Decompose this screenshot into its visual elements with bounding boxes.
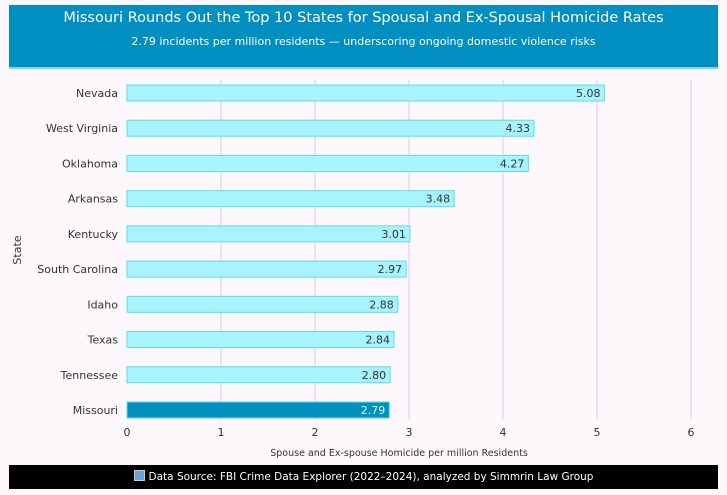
bar-chart-icon <box>133 470 145 481</box>
x-tick-label: 2 <box>312 426 319 439</box>
bar <box>126 225 411 243</box>
x-tick-label: 5 <box>594 426 601 439</box>
y-tick-label: Texas <box>87 334 119 347</box>
data-label: 4.27 <box>500 157 525 170</box>
bar <box>126 84 606 102</box>
data-label: 3.01 <box>381 228 406 241</box>
bar <box>126 154 529 172</box>
y-tick-label: Tennessee <box>60 369 119 382</box>
bar <box>126 401 390 419</box>
y-tick-label: Nevada <box>76 87 118 100</box>
footer-source: Data Source: FBI Crime Data Explorer (20… <box>148 471 594 483</box>
y-tick-label: West Virginia <box>46 122 118 135</box>
chart-title: Missouri Rounds Out the Top 10 States fo… <box>63 10 664 26</box>
bar <box>126 331 395 349</box>
bar <box>126 119 535 137</box>
data-label: 3.48 <box>426 193 451 206</box>
y-tick-label: Missouri <box>73 404 118 417</box>
y-tick-label: Kentucky <box>68 228 119 241</box>
chart-header: Missouri Rounds Out the Top 10 States fo… <box>9 5 718 69</box>
x-tick-label: 1 <box>218 426 225 439</box>
data-label: 4.33 <box>506 122 531 135</box>
y-axis-label: State <box>11 235 24 264</box>
y-tick-label: Oklahoma <box>62 157 118 170</box>
bar <box>126 260 407 278</box>
x-axis-label: Spouse and Ex-spouse Homicide per millio… <box>270 448 528 459</box>
x-tick-label: 3 <box>406 426 413 439</box>
bar <box>126 295 399 313</box>
data-label: 2.88 <box>369 298 394 311</box>
y-tick-label: Arkansas <box>68 193 118 206</box>
bar <box>126 190 455 208</box>
data-label: 2.97 <box>378 263 403 276</box>
y-tick-label: Idaho <box>87 298 118 311</box>
chart-subtitle: 2.79 incidents per million residents — u… <box>131 35 596 48</box>
data-label: 2.80 <box>362 369 387 382</box>
x-tick-label: 6 <box>688 426 695 439</box>
x-tick-label: 4 <box>500 426 507 439</box>
data-label: 2.84 <box>365 334 390 347</box>
footer: Data Source: FBI Crime Data Explorer (20… <box>9 465 718 489</box>
data-label: 5.08 <box>576 87 601 100</box>
bar-chart: 0 1 2 3 4 5 6 Nevada 5.08 West Virginia 4.33 Oklaho… <box>11 80 695 459</box>
x-tick-label: 0 <box>124 426 131 439</box>
y-tick-label: South Carolina <box>37 263 118 276</box>
bar <box>126 366 391 384</box>
data-label: 2.79 <box>361 404 386 417</box>
